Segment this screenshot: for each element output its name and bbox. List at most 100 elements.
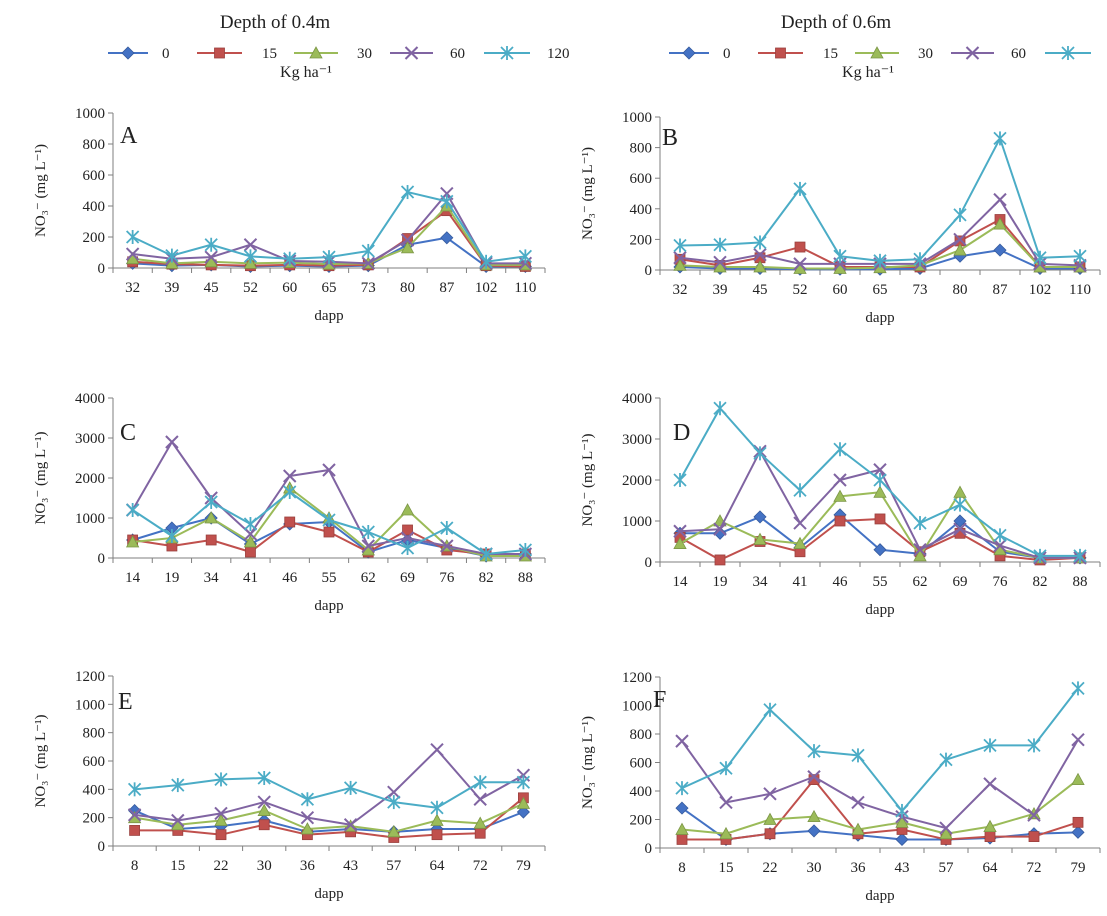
legend-label: 0 bbox=[723, 46, 731, 62]
data-point bbox=[833, 442, 847, 457]
data-point bbox=[361, 539, 375, 553]
data-point bbox=[753, 247, 767, 262]
data-point bbox=[793, 536, 807, 549]
y-tick-label: 0 bbox=[645, 263, 653, 279]
x-tick-label: 30 bbox=[807, 860, 822, 876]
y-tick-label: 1000 bbox=[622, 699, 652, 715]
x-tick-label: 76 bbox=[993, 574, 1009, 590]
x-axis-label: dapp bbox=[314, 598, 343, 614]
x-tick-label: 34 bbox=[753, 574, 769, 590]
series-line bbox=[134, 748, 524, 826]
data-point bbox=[1071, 681, 1085, 696]
data-point bbox=[473, 816, 487, 829]
data-point bbox=[387, 795, 401, 810]
y-axis-label: NO₃⁻ (mg L⁻¹) bbox=[33, 431, 49, 524]
x-tick-label: 46 bbox=[833, 574, 849, 590]
data-point bbox=[993, 538, 1007, 553]
series-line bbox=[134, 809, 524, 833]
x-axis-label: dapp bbox=[314, 886, 343, 902]
data-point bbox=[361, 243, 375, 258]
data-point bbox=[1027, 808, 1041, 822]
series-line bbox=[681, 739, 1079, 830]
y-tick-label: 1000 bbox=[622, 514, 652, 530]
chart-panel-e: 0 200 400 600 800 1000 1200 8 15 22 30 36 43 57 64 72 79… bbox=[33, 669, 546, 902]
x-tick-label: 80 bbox=[953, 282, 968, 298]
data-point bbox=[300, 810, 315, 825]
data-point bbox=[807, 809, 821, 823]
series-120 bbox=[675, 681, 1085, 818]
data-point bbox=[793, 483, 807, 498]
data-point bbox=[673, 524, 687, 538]
x-tick-label: 15 bbox=[170, 858, 185, 874]
legend-label: 15 bbox=[823, 46, 838, 62]
data-point bbox=[764, 828, 776, 840]
data-point bbox=[873, 463, 887, 477]
x-tick-label: 41 bbox=[793, 574, 808, 590]
data-point bbox=[516, 796, 531, 809]
y-axis-label: NO₃⁻ (mg L⁻¹) bbox=[33, 714, 49, 807]
x-tick-label: 45 bbox=[204, 280, 219, 296]
data-point bbox=[243, 249, 258, 264]
x-tick-label: 88 bbox=[518, 570, 533, 586]
x-tick-label: 19 bbox=[713, 574, 728, 590]
data-point bbox=[400, 531, 415, 545]
x-tick-label: 34 bbox=[204, 570, 220, 586]
data-point bbox=[473, 775, 487, 790]
series-line bbox=[682, 778, 1079, 841]
data-point bbox=[673, 536, 687, 549]
data-point bbox=[165, 248, 179, 263]
data-point bbox=[753, 510, 767, 524]
data-point bbox=[895, 803, 909, 818]
data-point bbox=[440, 521, 454, 535]
data-point bbox=[873, 485, 887, 498]
series-line bbox=[679, 450, 1080, 559]
data-point bbox=[284, 516, 296, 528]
data-point bbox=[204, 495, 218, 509]
figure-header-left: Depth of 0.4m 0 15 30 60 120 Kg ha⁻¹ bbox=[108, 12, 570, 81]
data-point bbox=[673, 238, 687, 253]
data-point bbox=[387, 785, 401, 799]
x-tick-label: 82 bbox=[1033, 574, 1048, 590]
data-point bbox=[125, 535, 140, 548]
data-point bbox=[214, 813, 228, 826]
data-point bbox=[322, 513, 336, 527]
data-point bbox=[793, 516, 807, 530]
data-point bbox=[243, 238, 258, 252]
y-tick-label: 200 bbox=[630, 813, 653, 829]
data-point bbox=[793, 181, 807, 196]
legend-entry: 120 bbox=[1045, 46, 1091, 60]
figure-title: Depth of 0.4m bbox=[220, 12, 331, 33]
data-point bbox=[165, 435, 179, 449]
data-point bbox=[719, 795, 733, 810]
y-tick-label: 1000 bbox=[622, 110, 652, 126]
chart-panel-f: 0 200 400 600 800 1000 1200 8 15 22 30 36 43 57 64 72 79… bbox=[580, 670, 1101, 904]
data-point bbox=[205, 534, 217, 546]
data-point bbox=[516, 775, 531, 790]
x-tick-label: 45 bbox=[753, 282, 768, 298]
y-tick-label: 200 bbox=[630, 232, 653, 248]
data-point bbox=[387, 824, 401, 838]
data-point bbox=[753, 235, 767, 250]
data-point bbox=[874, 513, 886, 525]
x-tick-label: 43 bbox=[343, 858, 358, 874]
y-tick-label: 600 bbox=[83, 168, 106, 184]
y-tick-label: 800 bbox=[83, 726, 106, 742]
data-point bbox=[300, 822, 315, 835]
x-tick-label: 62 bbox=[361, 570, 376, 586]
data-point bbox=[1028, 831, 1040, 842]
data-point bbox=[1073, 548, 1087, 563]
legend-marker bbox=[121, 46, 135, 60]
panel-label: D bbox=[673, 420, 690, 446]
y-tick-label: 3000 bbox=[75, 431, 105, 447]
data-point bbox=[953, 485, 967, 498]
x-axis-label: dapp bbox=[865, 602, 894, 618]
legend-label: 120 bbox=[547, 46, 570, 62]
data-point bbox=[676, 834, 688, 845]
legend: 0 15 30 60 120 bbox=[669, 46, 1091, 62]
series-120 bbox=[125, 185, 533, 269]
y-tick-label: 0 bbox=[98, 261, 106, 277]
series-60 bbox=[125, 435, 533, 561]
x-tick-label: 62 bbox=[913, 574, 928, 590]
